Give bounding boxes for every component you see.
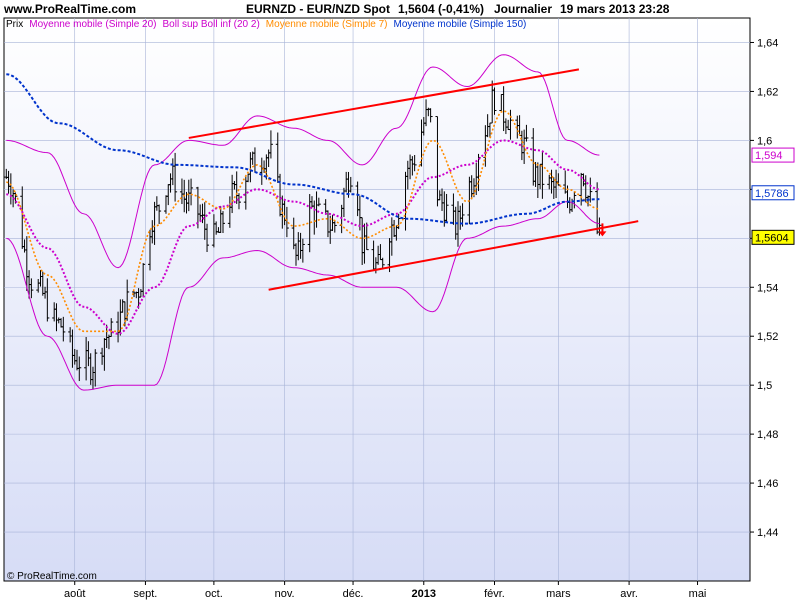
period-label: Journalier	[494, 2, 553, 16]
down-arrow-icon	[598, 223, 607, 237]
price-bar	[540, 152, 545, 199]
price-bar	[316, 197, 321, 207]
price-label-text: 1,594	[755, 150, 783, 162]
price-bar	[364, 222, 369, 251]
x-tick-label: mars	[546, 588, 571, 600]
x-tick-label: nov.	[275, 588, 295, 600]
sma20-line	[6, 139, 600, 335]
x-tick-label: 2013	[412, 588, 436, 600]
x-tick-label: sept.	[134, 588, 158, 600]
price-bar	[588, 177, 593, 203]
instrument-title: EURNZD - EUR/NZD Spot	[246, 2, 390, 16]
price-bar	[268, 130, 273, 159]
price-bar	[444, 193, 449, 222]
y-tick-label: 1,64	[757, 37, 778, 49]
legend-entry: Prix	[6, 19, 23, 30]
price-bar	[332, 220, 337, 233]
quote-value: 1,5604 (-0,41%)	[398, 2, 485, 16]
y-tick-label: 1,62	[757, 86, 778, 98]
price-label: 1,5604	[751, 229, 795, 245]
price-bar	[348, 176, 353, 193]
price-bar	[173, 152, 178, 202]
x-tick-label: oct.	[205, 588, 223, 600]
channel-line-upper	[188, 68, 580, 139]
x-tick-label: déc.	[343, 588, 364, 600]
price-bar	[428, 108, 433, 123]
y-tick-label: 1,5	[757, 380, 772, 392]
price-bar	[236, 193, 241, 210]
price-bar	[109, 318, 114, 337]
x-tick-label: août	[64, 588, 85, 600]
price-bar	[157, 204, 162, 224]
price-bar	[29, 278, 34, 299]
plot-area	[3, 17, 751, 582]
price-label: 1,594	[751, 147, 795, 163]
x-tick-label: avr.	[620, 588, 638, 600]
price-bar	[45, 278, 50, 322]
site-title[interactable]: www.ProRealTime.com	[4, 2, 137, 16]
price-label-box	[751, 229, 795, 245]
x-tick-label: mai	[689, 588, 707, 600]
price-bar	[221, 211, 226, 234]
price-bar	[524, 124, 529, 142]
price-label: 1,5786	[751, 185, 795, 201]
y-tick-label: 1,6	[757, 135, 772, 147]
sma150-line	[6, 73, 600, 225]
price-bar	[77, 356, 82, 382]
price-bar	[205, 223, 210, 252]
copyright: © ProRealTime.com	[7, 571, 97, 582]
price-bar	[189, 178, 194, 206]
y-tick-label: 1,52	[757, 331, 778, 343]
y-tick-label: 1,54	[757, 282, 778, 294]
y-tick-label: 1,44	[757, 527, 778, 539]
datetime-label: 19 mars 2013 23:28	[560, 2, 670, 16]
legend-entry: Boll sup Boll inf (20 2)	[163, 19, 260, 30]
legend-entry: Moyenne mobile (Simple 20)	[29, 19, 156, 30]
price-bar	[492, 87, 497, 115]
price-bar	[141, 263, 146, 298]
price-bar	[93, 349, 98, 387]
sma7-line	[6, 110, 600, 333]
legend: Prix Moyenne mobile (Simple 20) Boll sup B…	[6, 19, 526, 30]
price-label-box	[751, 185, 795, 201]
price-label-box	[751, 147, 795, 163]
price-label-text: 1,5604	[755, 232, 789, 244]
legend-entry: Moyenne mobile (Simple 7)	[266, 19, 388, 30]
y-tick-label: 1,48	[757, 429, 778, 441]
price-bar	[412, 155, 417, 172]
price-bar	[61, 316, 66, 342]
price-label-text: 1,5786	[755, 188, 789, 200]
boll-inf-line	[6, 201, 600, 391]
boll-sup-line	[6, 54, 600, 269]
legend-entry: Moyenne mobile (Simple 150)	[394, 19, 527, 30]
channel-line-lower	[268, 220, 639, 291]
y-tick-label: 1,46	[757, 478, 778, 490]
price-bar	[300, 238, 305, 263]
x-tick-label: févr.	[484, 588, 505, 600]
